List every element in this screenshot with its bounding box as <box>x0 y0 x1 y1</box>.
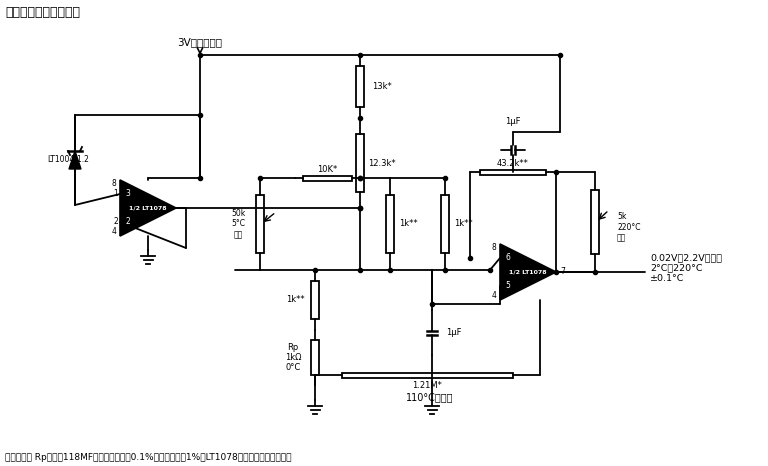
Text: 2: 2 <box>113 218 118 226</box>
Text: 4: 4 <box>111 227 116 237</box>
Text: 3: 3 <box>125 190 131 199</box>
Text: 1k**: 1k** <box>399 219 417 228</box>
Text: 用途：用于温度测量。: 用途：用于温度测量。 <box>5 7 80 20</box>
Text: 1.21M*: 1.21M* <box>412 382 442 391</box>
Bar <box>480 170 546 174</box>
Text: 1μF: 1μF <box>446 328 462 337</box>
Text: 2: 2 <box>126 218 131 226</box>
Text: 1k**: 1k** <box>286 295 304 304</box>
Text: 4: 4 <box>491 292 496 301</box>
Bar <box>311 281 319 319</box>
Text: 43.2k**: 43.2k** <box>497 158 529 167</box>
Text: 1/2 LT1078: 1/2 LT1078 <box>129 206 167 211</box>
Text: 7: 7 <box>560 267 565 276</box>
Bar <box>441 195 449 254</box>
Text: 1μF: 1μF <box>505 117 521 126</box>
Text: 5k
220°C
调节: 5k 220°C 调节 <box>617 212 641 242</box>
Text: 注：铂电阻 Rp型号为118MF，＊＊电阻精度0.1%，＊电阻精度1%。LT1078为单电源精密双运放。: 注：铂电阻 Rp型号为118MF，＊＊电阻精度0.1%，＊电阻精度1%。LT10… <box>5 452 292 461</box>
Bar <box>591 190 599 254</box>
Bar <box>356 66 364 107</box>
Text: 6: 6 <box>505 254 511 262</box>
Text: 8: 8 <box>111 179 116 189</box>
Polygon shape <box>120 180 176 236</box>
Bar <box>256 195 264 254</box>
Bar <box>386 195 394 254</box>
Bar <box>342 372 513 377</box>
Text: 50k
5°C
调节: 50k 5°C 调节 <box>231 209 245 239</box>
Text: 13k*: 13k* <box>372 82 392 91</box>
Text: 12.3k*: 12.3k* <box>368 158 396 167</box>
Text: 10K*: 10K* <box>317 164 338 173</box>
Text: 8: 8 <box>492 244 496 253</box>
Polygon shape <box>500 244 556 300</box>
Bar <box>356 134 364 192</box>
Text: 3V（锂电池）: 3V（锂电池） <box>177 37 223 47</box>
Text: 1: 1 <box>113 190 118 199</box>
Text: 5: 5 <box>505 281 511 290</box>
Text: Rp
1kΩ
0°C: Rp 1kΩ 0°C <box>285 343 301 372</box>
Text: 0.02V～2.2V输出＝
2°C～220°C
±0.1°C: 0.02V～2.2V输出＝ 2°C～220°C ±0.1°C <box>650 253 722 283</box>
Bar <box>311 340 319 375</box>
Text: LT1004-1.2: LT1004-1.2 <box>47 156 89 164</box>
Text: 110°C时选择: 110°C时选择 <box>406 392 454 402</box>
Polygon shape <box>69 151 81 169</box>
Text: 1k**: 1k** <box>454 219 472 228</box>
Text: 1/2 LT1078: 1/2 LT1078 <box>509 269 547 274</box>
Bar <box>303 176 353 180</box>
